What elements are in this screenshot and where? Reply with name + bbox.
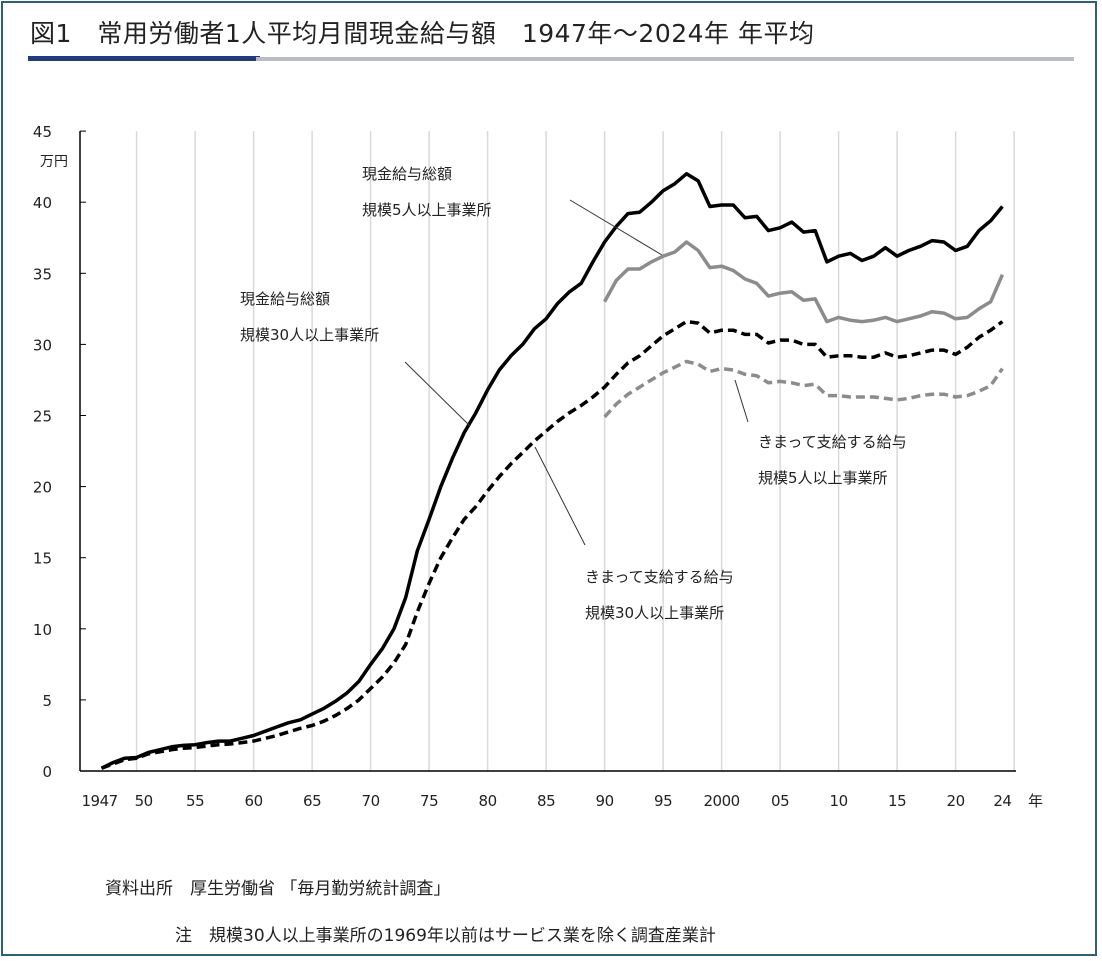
x-tick-label: 15 (888, 792, 906, 810)
x-tick-label: 85 (537, 792, 555, 810)
x-axis-unit: 年 (1028, 792, 1043, 810)
x-tick-label: 2000 (704, 792, 740, 810)
x-tick-label: 75 (420, 792, 438, 810)
x-tick-label: 20 (947, 792, 965, 810)
x-tick-label: 60 (245, 792, 263, 810)
y-tick-label: 45 (33, 123, 52, 141)
y-tick-label: 5 (42, 692, 52, 710)
x-tick-label: 50 (135, 792, 153, 810)
series-label: 現金給与総額 (362, 165, 452, 183)
chart-title: 図1 常用労働者1人平均月間現金給与額 1947年～2024年 年平均 (30, 19, 815, 48)
y-tick-label: 15 (33, 550, 52, 568)
x-tick-label: 24 (993, 792, 1011, 810)
x-tick-label: 70 (362, 792, 380, 810)
y-tick-label: 40 (33, 194, 52, 212)
x-tick-label: 10 (830, 792, 848, 810)
annotation-leader (569, 199, 663, 256)
title-underline-accent (28, 56, 260, 61)
y-tick-label: 10 (33, 621, 52, 639)
x-tick-label: 80 (479, 792, 497, 810)
x-tick-label: 55 (186, 792, 204, 810)
series-label: 現金給与総額 (240, 290, 330, 308)
y-tick-label: 20 (33, 479, 52, 497)
footnote: 注 規模30人以上事業所の1969年以前はサービス業を除く調査産業計 (175, 926, 716, 946)
x-tick-label: 95 (654, 792, 672, 810)
series-label: 規模30人以上事業所 (240, 326, 379, 344)
y-axis-unit: 万円 (40, 154, 68, 170)
y-tick-label: 30 (33, 336, 52, 354)
x-tick-label: 1947 (82, 792, 118, 810)
annotation-leader (734, 379, 749, 423)
annotation-leader (404, 361, 471, 427)
x-tick-label: 90 (596, 792, 614, 810)
y-tick-label: 25 (33, 408, 52, 426)
series-label: きまって支給する給与 (758, 433, 907, 451)
series-line-3 (603, 359, 1004, 419)
series-label: 規模5人以上事業所 (362, 201, 492, 219)
series-line-1 (100, 319, 1004, 770)
x-tick-label: 05 (771, 792, 789, 810)
series-line-0 (100, 172, 1004, 770)
annotation-leader (534, 446, 586, 546)
series-line-2 (603, 240, 1005, 324)
y-tick-label: 0 (42, 763, 52, 781)
title-underline (256, 57, 1074, 61)
x-tick-label: 65 (303, 792, 321, 810)
y-tick-label: 35 (33, 265, 52, 283)
series-label: 規模5人以上事業所 (758, 469, 888, 487)
source-note: 資料出所 厚生労働省 「毎月勤労統計調査」 (105, 879, 451, 899)
series-label: 規模30人以上事業所 (585, 604, 724, 622)
series-label: きまって支給する給与 (585, 568, 734, 586)
